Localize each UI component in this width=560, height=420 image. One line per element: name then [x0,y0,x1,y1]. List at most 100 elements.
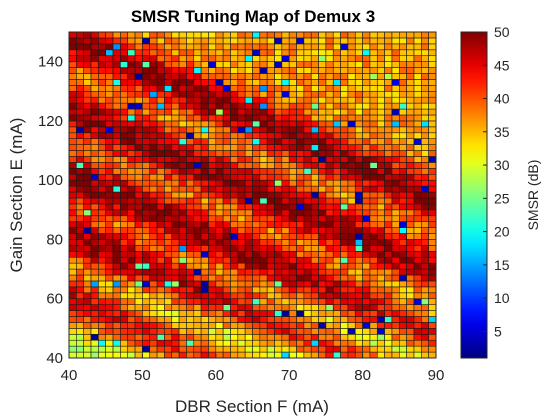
heatmap-cell [310,197,319,205]
heatmap-cell [222,239,231,246]
heatmap-cell [391,227,400,234]
heatmap-cell [83,138,92,145]
heatmap-cell [340,292,349,300]
heatmap-cell [362,138,371,145]
heatmap-cell [68,328,77,335]
heatmap-cell [171,67,180,74]
y-axis-label: Gain Section E (mA) [7,118,26,273]
heatmap-cell [384,280,393,288]
heatmap-cell [266,55,275,62]
heatmap-cell [171,191,180,199]
heatmap-cell [391,292,400,300]
heatmap-cell [127,73,136,80]
heatmap-cell [325,328,334,335]
heatmap-cell [303,114,312,122]
heatmap-cell [98,280,107,288]
heatmap-cell [362,43,371,51]
heatmap-cell [237,138,246,145]
x-axis-ticks: 40 50 60 70 80 90 [61,354,444,384]
heatmap-cell [90,43,99,51]
heatmap-cell [76,90,84,98]
heatmap-cell [362,49,371,57]
heatmap-cell [281,49,290,57]
heatmap-cell [259,203,268,211]
heatmap-cell [428,96,437,104]
heatmap-cell [318,333,327,341]
heatmap-cell [325,274,334,282]
heatmap-cell [230,256,239,264]
heatmap-cell [127,203,136,211]
heatmap-cell [230,114,239,122]
heatmap-cell [398,150,407,157]
heatmap-cell [310,43,319,51]
heatmap-cell [120,55,129,62]
heatmap-cell [215,245,224,252]
heatmap-cell [318,73,327,80]
heatmap-cell [83,345,92,353]
heatmap-cell [354,215,363,222]
heatmap-cell [266,61,275,68]
heatmap-cell [215,227,224,234]
heatmap-cell [376,85,385,92]
heatmap-cell [266,298,275,305]
heatmap-cell [237,67,246,74]
heatmap-cell [120,49,129,57]
heatmap-cell [120,67,129,74]
heatmap-cell [68,322,77,329]
heatmap-cell [288,233,297,240]
heatmap-cell [428,339,437,347]
heatmap-cell [281,185,290,193]
heatmap-cell [340,85,349,92]
heatmap-cell [391,233,400,240]
heatmap-cell [376,256,385,264]
heatmap-cell [244,96,253,104]
heatmap-cell [354,144,363,151]
heatmap-cell [164,138,173,145]
heatmap-cell [186,280,195,288]
heatmap-cell [222,310,231,317]
heatmap-cell [288,333,297,341]
heatmap-cell [142,310,151,317]
heatmap-cell [259,233,268,240]
heatmap-cell [127,138,136,145]
heatmap-cell [76,239,84,246]
heatmap-cell [208,304,217,311]
heatmap-cell [83,227,92,234]
heatmap-cell [406,132,415,139]
heatmap-cell [362,197,371,205]
heatmap-cell [68,43,77,51]
heatmap-cell [303,156,312,163]
heatmap-cell [186,345,195,353]
heatmap-cell [281,274,290,282]
heatmap-cell [318,173,327,181]
heatmap-cell [310,185,319,193]
heatmap-cell [413,328,422,335]
heatmap-cell [120,85,129,92]
heatmap-cell [362,274,371,282]
heatmap-cell [252,310,261,317]
heatmap-cell [274,168,283,175]
heatmap-cell [156,298,165,305]
heatmap-cell [384,215,393,222]
heatmap-cell [149,61,158,68]
heatmap-cell [391,256,400,264]
heatmap-cell [244,298,253,305]
heatmap-cell [362,304,371,311]
heatmap-cell [112,173,121,181]
heatmap-cell [391,328,400,335]
heatmap-cell [142,96,151,104]
heatmap-cell [156,179,165,187]
heatmap-cell [215,173,224,181]
heatmap-cell [215,328,224,335]
heatmap-cell [406,173,415,181]
heatmap-cell [384,150,393,157]
heatmap-cell [215,126,224,134]
heatmap-cell [406,168,415,175]
heatmap-cell [149,268,158,276]
heatmap-cell [112,304,121,311]
heatmap-cell [149,138,158,145]
heatmap-cell [288,185,297,193]
heatmap-cell [149,126,158,134]
heatmap-cell [406,138,415,145]
heatmap-cell [120,333,129,341]
